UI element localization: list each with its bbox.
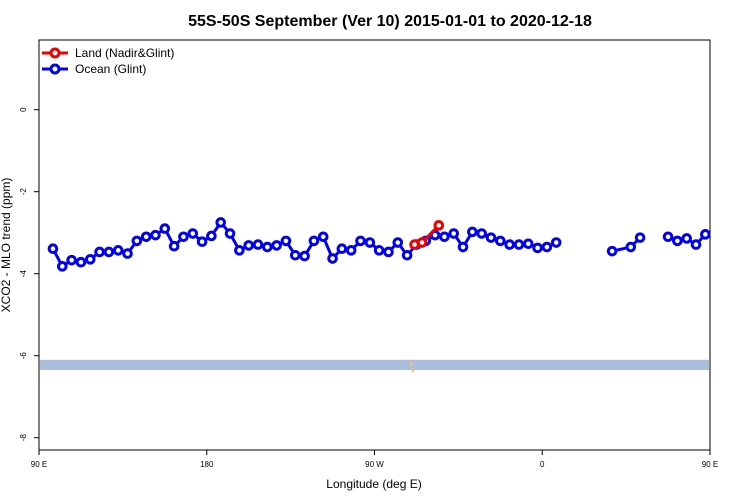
data-point	[84, 254, 96, 265]
data-point	[243, 240, 254, 251]
data-point	[355, 235, 366, 247]
data-point	[206, 230, 217, 242]
data-point	[47, 243, 59, 254]
data-point	[439, 231, 450, 243]
x-axis-label: Longitude (deg E)	[326, 477, 421, 491]
data-point	[327, 253, 338, 264]
data-point	[606, 245, 618, 257]
data-point	[262, 241, 273, 253]
data-point	[495, 235, 506, 247]
data-point	[56, 261, 68, 272]
y-tick-label: -6	[19, 352, 28, 360]
data-point	[196, 236, 208, 248]
x-tick-label: 0	[540, 460, 545, 469]
data-point	[672, 235, 683, 247]
series-line	[724, 229, 750, 267]
data-point	[252, 239, 264, 250]
data-point	[224, 228, 236, 239]
data-point	[373, 245, 385, 256]
ocean-band	[40, 359, 709, 371]
data-point	[299, 250, 310, 262]
y-tick-label: -8	[19, 434, 28, 442]
data-point	[271, 240, 282, 251]
x-tick-label: 90 E	[31, 460, 47, 469]
y-tick-label: -2	[19, 188, 28, 196]
data-point	[122, 248, 133, 259]
legend-ocean-marker	[49, 63, 61, 75]
data-point	[634, 232, 646, 243]
data-point	[467, 226, 478, 238]
data-point	[485, 232, 497, 243]
series-land	[409, 220, 445, 250]
data-point	[392, 237, 404, 248]
series-layer	[47, 217, 750, 272]
data-point	[336, 243, 348, 254]
data-point	[550, 237, 562, 248]
data-point	[625, 241, 637, 253]
data-point	[364, 237, 376, 248]
data-point	[131, 235, 143, 247]
data-point	[433, 220, 445, 231]
data-point	[66, 254, 77, 266]
data-point	[215, 217, 227, 228]
data-point	[522, 238, 534, 250]
legend-land-label: Land (Nadir&Glint)	[75, 46, 174, 60]
x-tick-label: 180	[200, 460, 214, 469]
data-point	[168, 240, 180, 252]
y-tick-label: 0	[19, 107, 28, 112]
data-point	[234, 245, 245, 256]
data-point	[289, 249, 301, 261]
data-point	[532, 242, 543, 254]
data-point	[112, 245, 124, 256]
data-point	[504, 239, 515, 250]
data-point	[75, 256, 87, 268]
data-point	[308, 235, 320, 247]
data-point	[383, 246, 394, 258]
y-tick-label: -4	[19, 270, 28, 278]
data-point	[187, 228, 199, 239]
data-point	[159, 223, 171, 234]
data-point	[178, 231, 189, 243]
data-point	[416, 237, 428, 248]
x-axis: 90 E 180 90 W 0 90 E	[31, 450, 718, 469]
data-point	[729, 263, 737, 271]
x-tick-label: 90 W	[365, 460, 384, 469]
data-point	[700, 229, 710, 240]
data-point	[345, 245, 357, 256]
data-point	[140, 231, 152, 243]
data-point	[317, 231, 329, 243]
data-point	[690, 239, 702, 250]
legend-ocean-label: Ocean (Glint)	[75, 62, 146, 76]
data-point	[457, 241, 469, 253]
data-point	[280, 235, 292, 247]
series-ocean	[47, 217, 750, 272]
data-point	[401, 249, 413, 261]
legend-land-marker	[49, 47, 61, 59]
legend: Land (Nadir&Glint) Ocean (Glint)	[42, 46, 174, 76]
data-point	[681, 233, 693, 244]
data-point	[662, 231, 674, 243]
y-axis: 0 -2 -4 -6 -8	[19, 107, 39, 441]
x-tick-label: 90 E	[702, 460, 718, 469]
data-point	[103, 246, 115, 258]
data-point	[541, 241, 553, 253]
data-point	[448, 228, 460, 239]
data-point	[513, 239, 525, 250]
data-point	[720, 245, 728, 253]
data-point	[476, 228, 487, 239]
data-point	[94, 246, 105, 258]
map-strip	[40, 359, 709, 373]
data-point	[150, 229, 161, 241]
data-point	[739, 256, 747, 264]
land-speck	[409, 359, 415, 373]
chart-title: 55S-50S September (Ver 10) 2015-01-01 to…	[188, 13, 592, 30]
y-axis-label: XCO2 - MLO trend (ppm)	[0, 178, 13, 313]
